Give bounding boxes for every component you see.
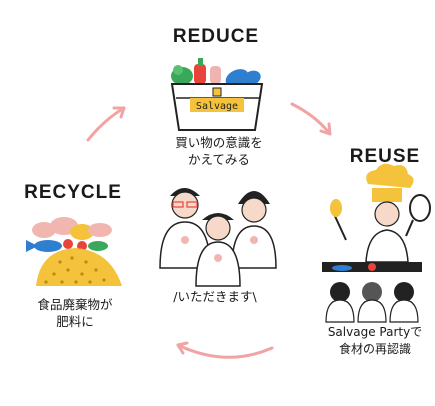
reuse-caption-line1: Salvage Partyで xyxy=(327,325,423,339)
reuse-caption: Salvage Partyで 食材の再認識 xyxy=(316,324,434,358)
arrow-reduce-to-reuse xyxy=(290,102,332,136)
arrow-recycle-to-reduce xyxy=(86,106,126,142)
chef-party-illustration xyxy=(322,163,431,323)
reduce-caption: 買い物の意識を かえてみる xyxy=(144,134,294,168)
reuse-title: REUSE xyxy=(349,146,421,167)
compost-pile-illustration xyxy=(26,217,122,286)
recycle-caption-line1: 食品廃棄物が xyxy=(37,297,113,312)
recycle-title: RECYCLE xyxy=(24,182,122,203)
svg-text:Salvage: Salvage xyxy=(196,101,238,112)
recycle-caption-line2: 肥料に xyxy=(56,314,94,329)
center-caption: /いただきます\ xyxy=(173,289,257,304)
reduce-caption-line2: かえてみる xyxy=(188,152,250,167)
reduce-caption-line1: 買い物の意識を xyxy=(175,135,263,150)
recycle-caption: 食品廃棄物が 肥料に xyxy=(16,296,134,330)
shopping-basket-icon: Salvage xyxy=(170,58,264,131)
reuse-caption-line2: 食材の再認識 xyxy=(338,342,411,356)
people-illustration xyxy=(159,188,277,287)
arrow-reuse-to-recycle xyxy=(176,343,274,359)
reduce-title: REDUCE xyxy=(172,26,260,47)
